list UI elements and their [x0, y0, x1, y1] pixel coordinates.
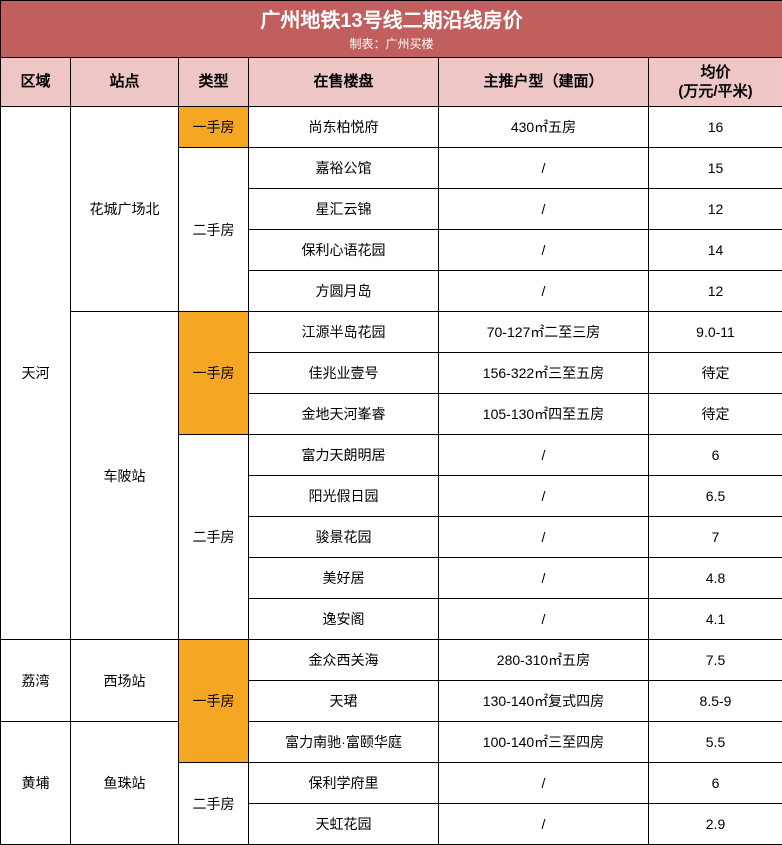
unit-cell: 70-127㎡二至三房 [439, 312, 649, 353]
type-cell-second: 二手房 [179, 435, 249, 640]
station-cell: 花城广场北 [71, 107, 179, 312]
price-cell: 6 [649, 763, 782, 804]
project-cell: 富力南驰·富颐华庭 [249, 722, 439, 763]
unit-cell: / [439, 558, 649, 599]
title-main: 广州地铁13号线二期沿线房价 [1, 7, 782, 35]
project-cell: 美好居 [249, 558, 439, 599]
price-cell: 5.5 [649, 722, 782, 763]
unit-cell: / [439, 148, 649, 189]
price-cell: 4.8 [649, 558, 782, 599]
title-row: 广州地铁13号线二期沿线房价 制表：广州买楼 [1, 1, 782, 58]
project-cell: 天虹花园 [249, 804, 439, 845]
table-row: 天河 花城广场北 一手房 尚东柏悦府 430㎡五房 16 [1, 107, 782, 148]
project-cell: 逸安阁 [249, 599, 439, 640]
region-cell: 黄埔 [1, 722, 71, 845]
col-region: 区域 [1, 58, 71, 107]
unit-cell: 430㎡五房 [439, 107, 649, 148]
unit-cell: / [439, 804, 649, 845]
unit-cell: / [439, 435, 649, 476]
project-cell: 嘉裕公馆 [249, 148, 439, 189]
table-container: 广州地铁13号线二期沿线房价 制表：广州买楼 区域 站点 类型 在售楼盘 主推户… [0, 0, 782, 845]
project-cell: 保利心语花园 [249, 230, 439, 271]
unit-cell: 130-140㎡复式四房 [439, 681, 649, 722]
price-cell: 6 [649, 435, 782, 476]
project-cell: 阳光假日园 [249, 476, 439, 517]
project-cell: 方圆月岛 [249, 271, 439, 312]
header-row: 区域 站点 类型 在售楼盘 主推户型（建面） 均价 (万元/平米) [1, 58, 782, 107]
price-cell: 16 [649, 107, 782, 148]
type-cell-new: 一手房 [179, 107, 249, 148]
unit-cell: / [439, 230, 649, 271]
unit-cell: / [439, 189, 649, 230]
unit-cell: 105-130㎡四至五房 [439, 394, 649, 435]
col-price-l1: 均价 [700, 64, 730, 81]
price-table: 广州地铁13号线二期沿线房价 制表：广州买楼 区域 站点 类型 在售楼盘 主推户… [0, 0, 782, 845]
type-cell-second: 二手房 [179, 148, 249, 312]
project-cell: 佳兆业壹号 [249, 353, 439, 394]
unit-cell: / [439, 476, 649, 517]
project-cell: 金地天河峯睿 [249, 394, 439, 435]
price-cell: 2.9 [649, 804, 782, 845]
price-cell: 12 [649, 271, 782, 312]
project-cell: 保利学府里 [249, 763, 439, 804]
price-cell: 15 [649, 148, 782, 189]
type-cell-new: 一手房 [179, 312, 249, 435]
region-cell: 天河 [1, 107, 71, 640]
price-cell: 6.5 [649, 476, 782, 517]
unit-cell: 156-322㎡三至五房 [439, 353, 649, 394]
unit-cell: / [439, 271, 649, 312]
price-cell: 8.5-9 [649, 681, 782, 722]
station-cell: 西场站 [71, 640, 179, 722]
project-cell: 骏景花园 [249, 517, 439, 558]
project-cell: 富力天朗明居 [249, 435, 439, 476]
unit-cell: 100-140㎡三至四房 [439, 722, 649, 763]
table-row: 黄埔 鱼珠站 富力南驰·富颐华庭 100-140㎡三至四房 5.5 [1, 722, 782, 763]
project-cell: 金众西关海 [249, 640, 439, 681]
unit-cell: / [439, 599, 649, 640]
price-cell: 7.5 [649, 640, 782, 681]
col-price-l2: (万元/平米) [678, 83, 752, 100]
col-unit: 主推户型（建面） [439, 58, 649, 107]
table-row: 荔湾 西场站 一手房 金众西关海 280-310㎡五房 7.5 [1, 640, 782, 681]
price-cell: 待定 [649, 394, 782, 435]
price-cell: 待定 [649, 353, 782, 394]
project-cell: 天珺 [249, 681, 439, 722]
unit-cell: 280-310㎡五房 [439, 640, 649, 681]
table-row: 车陂站 一手房 江源半岛花园 70-127㎡二至三房 9.0-11 [1, 312, 782, 353]
type-cell-second: 二手房 [179, 763, 249, 845]
region-cell: 荔湾 [1, 640, 71, 722]
price-cell: 12 [649, 189, 782, 230]
project-cell: 江源半岛花园 [249, 312, 439, 353]
price-cell: 14 [649, 230, 782, 271]
price-cell: 7 [649, 517, 782, 558]
title-sub: 制表：广州买楼 [1, 35, 782, 52]
unit-cell: / [439, 763, 649, 804]
col-station: 站点 [71, 58, 179, 107]
col-price: 均价 (万元/平米) [649, 58, 782, 107]
price-cell: 4.1 [649, 599, 782, 640]
col-project: 在售楼盘 [249, 58, 439, 107]
unit-cell: / [439, 517, 649, 558]
project-cell: 尚东柏悦府 [249, 107, 439, 148]
price-cell: 9.0-11 [649, 312, 782, 353]
station-cell: 鱼珠站 [71, 722, 179, 845]
station-cell: 车陂站 [71, 312, 179, 640]
type-cell-new: 一手房 [179, 640, 249, 763]
col-type: 类型 [179, 58, 249, 107]
project-cell: 星汇云锦 [249, 189, 439, 230]
